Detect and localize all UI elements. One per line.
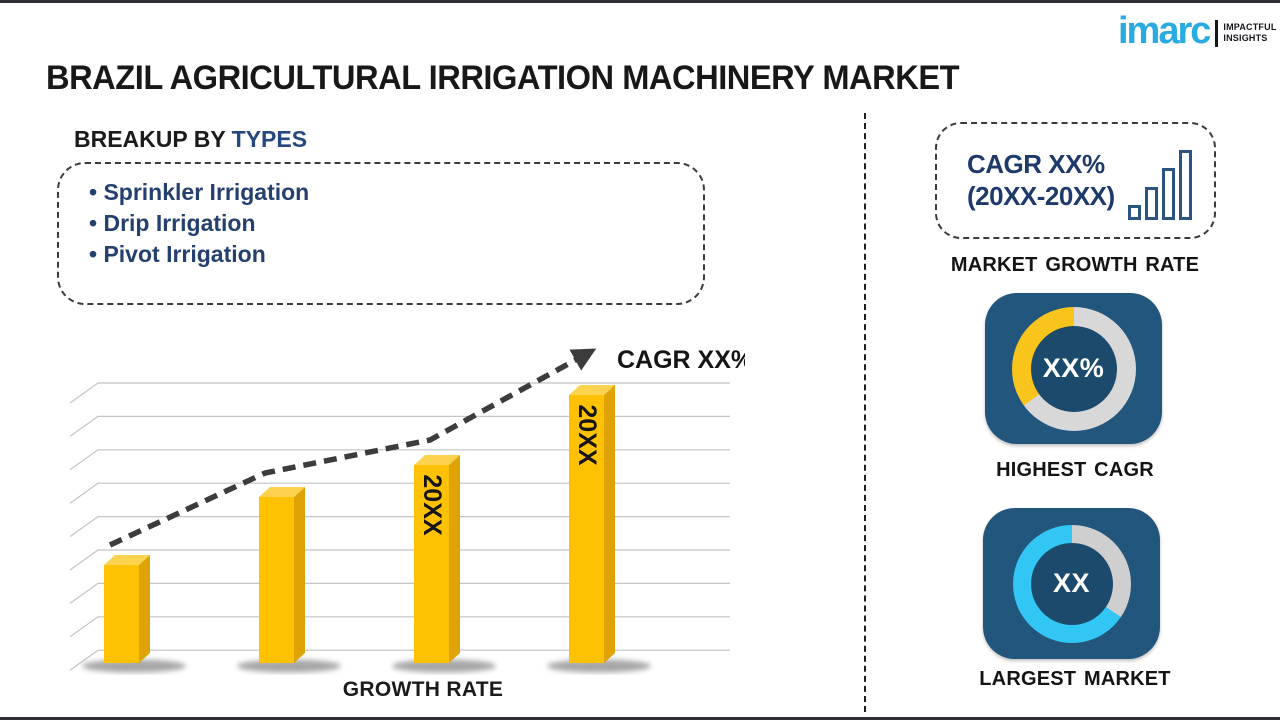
bar-shadows [82, 659, 651, 673]
largest-market-caption: LARGEST MARKET [979, 668, 1171, 690]
trend-cagr-label: CAGR XX% [617, 346, 745, 374]
growth-rate-bar-chart: 20XX 20XX CAGR XX% [55, 335, 753, 675]
growth-bars-icon [1127, 149, 1192, 220]
bar-chart-svg: 20XX 20XX CAGR XX% [69, 346, 753, 673]
imarc-logo-wordmark: imarc [1118, 10, 1211, 52]
logo-tagline: IMPACTFUL INSIGHTS [1223, 22, 1276, 43]
top-border-line [0, 0, 1280, 3]
bar-year-label: 20XX [418, 474, 446, 535]
logo-tagline-line1: IMPACTFUL [1223, 22, 1277, 33]
highest-cagr-donut: XX% [1011, 306, 1136, 431]
section-divider [864, 113, 866, 712]
logo-separator [1215, 19, 1219, 47]
cagr-value-line: CAGR XX% [967, 148, 1105, 179]
cagr-period-line: (20XX-20XX) [967, 180, 1115, 211]
x-axis-label: GROWTH RATE [342, 678, 504, 701]
trend-arrow [108, 348, 597, 548]
imarc-logo: imarc IMPACTFUL INSIGHTS [1118, 12, 1277, 50]
cagr-text-block: CAGR XX% (20XX-20XX) [967, 149, 1115, 212]
list-item: Pivot Irrigation [89, 239, 683, 270]
breakup-heading: BREAKUP BY TYPES [74, 126, 307, 153]
breakup-types-box: Sprinkler Irrigation Drip Irrigation Piv… [57, 162, 705, 305]
list-item: Sprinkler Irrigation [89, 177, 683, 208]
breakup-heading-highlight: TYPES [231, 126, 308, 152]
highest-cagr-caption: HIGHEST CAGR [996, 459, 1154, 481]
breakup-types-list: Sprinkler Irrigation Drip Irrigation Piv… [89, 177, 683, 270]
market-growth-rate-caption: MARKET GROWTH RATE [950, 254, 1200, 276]
bar-year-label: 20XX [573, 404, 601, 465]
largest-market-value: XX [1030, 542, 1113, 625]
logo-tagline-line2: INSIGHTS [1223, 32, 1268, 43]
list-item: Drip Irrigation [89, 208, 683, 239]
largest-market-donut: XX [1012, 524, 1131, 643]
largest-market-tile: XX [983, 508, 1160, 659]
chart-gridlines [69, 382, 730, 671]
market-growth-rate-box: CAGR XX% (20XX-20XX) [935, 122, 1216, 239]
highest-cagr-tile: XX% [985, 293, 1162, 444]
breakup-heading-prefix: BREAKUP BY [74, 126, 232, 152]
page-title: BRAZIL AGRICULTURAL IRRIGATION MACHINERY… [46, 59, 960, 97]
bottom-border-line [0, 717, 1280, 720]
bars-group: 20XX 20XX [104, 385, 615, 663]
highest-cagr-value: XX% [1030, 325, 1117, 412]
